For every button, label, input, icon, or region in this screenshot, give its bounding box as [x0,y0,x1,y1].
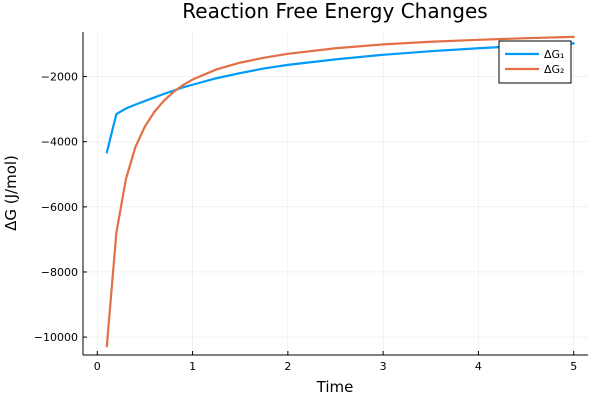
y-tick-label: −4000 [41,136,78,149]
x-tick-label: 2 [284,360,291,373]
x-tick-label: 3 [380,360,387,373]
legend-label-1: ΔG₁ [544,48,564,61]
x-tick-label: 5 [570,360,577,373]
legend-label-2: ΔG₂ [544,63,564,76]
y-tick-label: −8000 [41,266,78,279]
y-tick-label: −10000 [34,331,78,344]
y-tick-label: −2000 [41,71,78,84]
tick-labels: 0 1 2 3 4 5 −10000 −8000 −6000 −4000 −2000 [34,71,577,373]
x-tick-label: 4 [475,360,482,373]
legend-box [498,40,572,84]
y-axis-label: ΔG (J/mol) [2,155,20,231]
series-group [105,35,575,348]
legend: ΔG₁ ΔG₂ [498,40,572,84]
chart-title: Reaction Free Energy Changes [182,0,487,23]
x-tick-label: 0 [94,360,101,373]
x-axis-label: Time [316,378,354,396]
x-tick-label: 1 [189,360,196,373]
axes [82,32,588,356]
series-line-1 [105,42,575,154]
series-line-2 [105,35,575,348]
y-tick-label: −6000 [41,201,78,214]
